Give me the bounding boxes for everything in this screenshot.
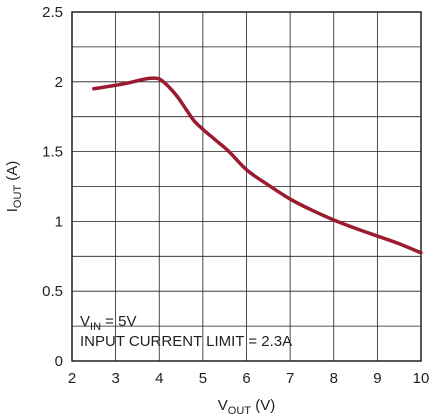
x-tick-label: 8	[330, 370, 338, 387]
x-axis-title: VOUT (V)	[218, 397, 275, 417]
x-tick-label: 2	[68, 370, 76, 387]
y-tick-label: 2	[55, 74, 63, 91]
series-line-0	[92, 76, 423, 255]
x-tick-label: 4	[155, 370, 163, 387]
annotation-current-limit: INPUT CURRENT LIMIT = 2.3A	[80, 333, 292, 350]
annotation-vin-main: V	[80, 313, 90, 330]
y-tick-label: 2.5	[42, 4, 63, 21]
y-axis-title-unit: (A)	[4, 161, 21, 185]
y-axis-title: IOUT (A)	[4, 161, 24, 213]
y-tick-label: 0	[55, 353, 63, 370]
y-tick-label: 1.5	[42, 144, 63, 161]
plot-frame	[71, 11, 422, 362]
x-tick-label: 6	[242, 370, 250, 387]
y-tick-label: 0.5	[42, 283, 63, 300]
x-tick-label: 9	[373, 370, 381, 387]
x-tick-labels: 2 3 4 5 6 7 8 9 10	[68, 370, 430, 387]
annotation-vin: VIN = 5V	[80, 313, 136, 333]
x-axis-title-main: V	[218, 397, 228, 414]
y-tick-label: 1	[55, 213, 63, 230]
x-axis-title-unit: (V)	[251, 397, 275, 414]
x-tick-label: 5	[199, 370, 207, 387]
x-tick-label: 10	[413, 370, 430, 387]
x-axis-title-sub: OUT	[228, 405, 252, 417]
x-tick-label: 7	[286, 370, 294, 387]
y-axis-title-sub: OUT	[12, 185, 24, 209]
series-group	[92, 76, 423, 255]
y-tick-labels: 0 0.5 1 1.5 2 2.5	[42, 4, 63, 370]
x-tick-label: 3	[111, 370, 119, 387]
annotation-vin-sub: IN	[90, 321, 101, 333]
annotation-vin-rest: = 5V	[101, 313, 136, 330]
y-axis-title-main: I	[4, 208, 21, 212]
grid	[72, 12, 421, 361]
